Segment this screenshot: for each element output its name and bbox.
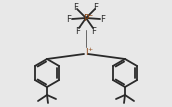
Text: I: I [85, 48, 87, 56]
Text: F: F [92, 27, 96, 36]
Text: P: P [83, 13, 89, 22]
Text: −: − [87, 13, 92, 18]
Text: F: F [94, 2, 99, 11]
Text: F: F [67, 15, 72, 24]
Text: +: + [87, 47, 92, 51]
Text: F: F [76, 27, 80, 36]
Text: F: F [73, 2, 78, 11]
Text: F: F [100, 15, 105, 24]
